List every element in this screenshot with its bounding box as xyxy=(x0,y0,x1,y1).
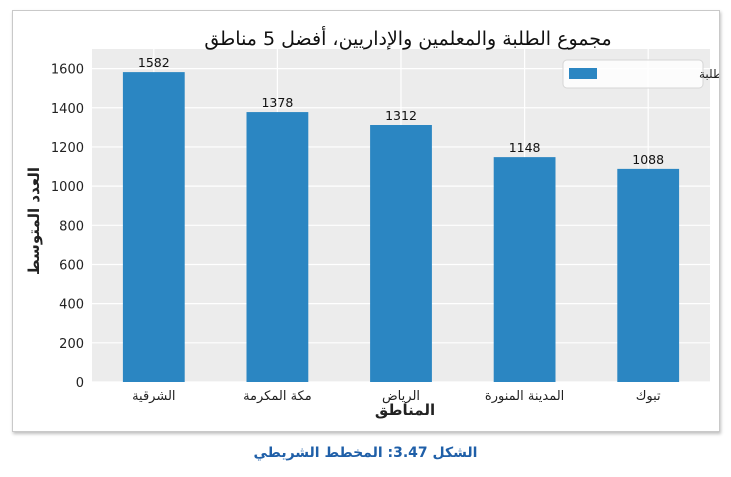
x-axis-label: المناطق xyxy=(375,401,435,419)
chart-frame: 0 200 400 600 800 1000 1200 1400 1600 الشرقية مكة… xyxy=(12,10,720,432)
y-tick-label: 200 xyxy=(59,337,84,352)
legend: مجموع الطلبة xyxy=(562,59,719,89)
y-tick-label: 0 xyxy=(76,376,84,391)
y-tick-label: 600 xyxy=(59,258,84,273)
legend-swatch xyxy=(569,68,597,79)
y-ticks-group: 0 200 400 600 800 1000 1200 1400 1600 xyxy=(51,63,84,391)
x-ticks-group: الشرقية مكة المكرمة الرياض المدينة المنورة ت… xyxy=(132,389,661,404)
bar xyxy=(370,125,432,382)
y-axis-label: العدد المتوسط xyxy=(25,167,43,275)
legend-box xyxy=(562,59,704,89)
x-tick-label: تبوك xyxy=(636,389,661,404)
bar xyxy=(617,168,680,382)
x-tick-label: الشرقية xyxy=(132,389,175,404)
data-label: 1312 xyxy=(385,108,417,123)
legend-label: مجموع الطلبة xyxy=(699,67,719,82)
y-tick-label: 1400 xyxy=(51,102,84,117)
bars-group xyxy=(122,72,680,382)
data-label: 1148 xyxy=(509,140,541,155)
chart-title: مجموع الطلبة والمعلمين والإداريين، أفضل … xyxy=(204,26,611,50)
bar-chart: 0 200 400 600 800 1000 1200 1400 1600 الشرقية مكة… xyxy=(25,26,719,419)
y-tick-label: 1000 xyxy=(51,180,84,195)
y-tick-label: 1200 xyxy=(51,141,84,156)
bar xyxy=(122,72,185,382)
data-labels-group: 1582 1378 1312 1148 1088 xyxy=(138,55,664,167)
figure-caption: الشكل 3.47: المخطط الشريطي xyxy=(253,445,478,461)
data-label: 1378 xyxy=(261,95,293,110)
y-tick-label: 1600 xyxy=(51,63,84,78)
x-tick-label: الرياض xyxy=(382,389,420,404)
bar xyxy=(246,112,309,382)
data-label: 1088 xyxy=(632,152,664,167)
x-tick-label: المدينة المنورة xyxy=(485,389,564,404)
y-tick-label: 400 xyxy=(59,298,84,313)
y-tick-label: 800 xyxy=(59,219,84,234)
data-label: 1582 xyxy=(138,55,170,70)
x-tick-label: مكة المكرمة xyxy=(243,389,312,404)
bar xyxy=(493,157,556,382)
